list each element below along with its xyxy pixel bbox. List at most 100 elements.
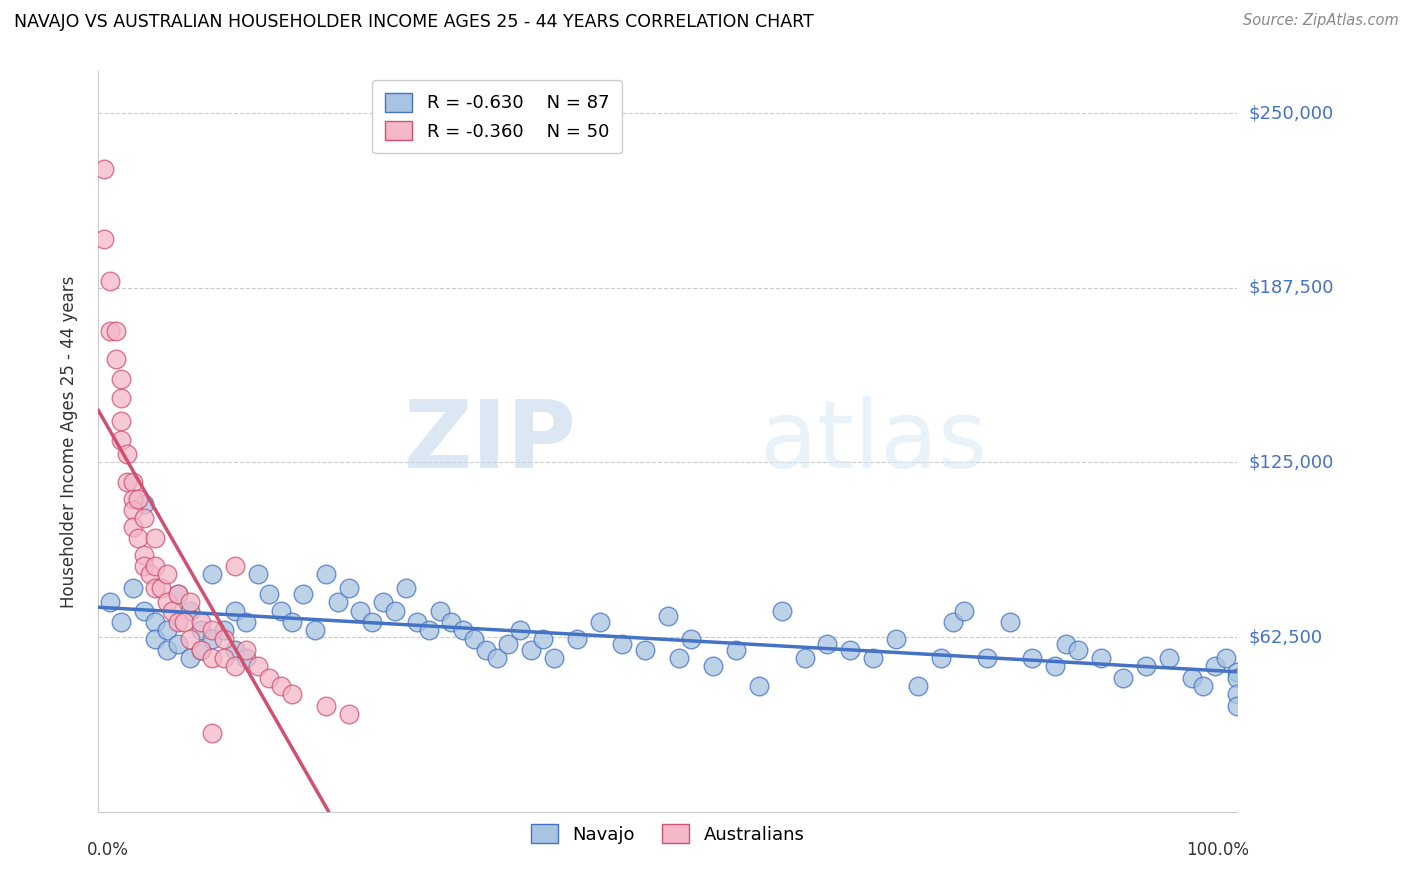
Point bbox=[190, 623, 212, 637]
Point bbox=[115, 447, 138, 461]
Point bbox=[1021, 651, 1043, 665]
Point bbox=[121, 491, 143, 506]
Point bbox=[839, 642, 862, 657]
Point bbox=[429, 603, 451, 617]
Point bbox=[127, 491, 149, 506]
Point bbox=[179, 632, 201, 646]
Point bbox=[201, 651, 224, 665]
Point bbox=[167, 637, 190, 651]
Point bbox=[121, 475, 143, 489]
Point bbox=[179, 651, 201, 665]
Point bbox=[1215, 651, 1237, 665]
Point bbox=[1226, 665, 1249, 679]
Point bbox=[190, 642, 212, 657]
Y-axis label: Householder Income Ages 25 - 44 years: Householder Income Ages 25 - 44 years bbox=[59, 276, 77, 607]
Point bbox=[451, 623, 474, 637]
Point bbox=[907, 679, 929, 693]
Point bbox=[531, 632, 554, 646]
Point bbox=[121, 503, 143, 517]
Point bbox=[1135, 659, 1157, 673]
Point bbox=[167, 587, 190, 601]
Text: atlas: atlas bbox=[759, 395, 987, 488]
Point bbox=[121, 581, 143, 595]
Point bbox=[474, 642, 496, 657]
Point bbox=[1043, 659, 1066, 673]
Point bbox=[679, 632, 702, 646]
Point bbox=[1067, 642, 1090, 657]
Point bbox=[588, 615, 610, 629]
Point bbox=[668, 651, 690, 665]
Point bbox=[1054, 637, 1078, 651]
Point bbox=[93, 232, 115, 246]
Point bbox=[235, 642, 257, 657]
Point bbox=[132, 603, 155, 617]
Point bbox=[93, 162, 115, 177]
Point bbox=[509, 623, 531, 637]
Point bbox=[190, 615, 212, 629]
Point bbox=[657, 609, 679, 624]
Point bbox=[486, 651, 509, 665]
Point bbox=[1204, 659, 1226, 673]
Point bbox=[110, 414, 132, 428]
Point bbox=[337, 581, 360, 595]
Point bbox=[371, 595, 394, 609]
Point bbox=[145, 558, 167, 573]
Point bbox=[1226, 671, 1249, 685]
Point bbox=[156, 567, 179, 582]
Point bbox=[156, 642, 179, 657]
Point bbox=[725, 642, 748, 657]
Text: Source: ZipAtlas.com: Source: ZipAtlas.com bbox=[1243, 13, 1399, 29]
Point bbox=[145, 615, 167, 629]
Point bbox=[270, 679, 292, 693]
Point bbox=[1192, 679, 1215, 693]
Point bbox=[201, 726, 224, 740]
Point bbox=[770, 603, 793, 617]
Point bbox=[201, 632, 224, 646]
Point bbox=[315, 698, 337, 713]
Point bbox=[224, 659, 246, 673]
Point bbox=[167, 587, 190, 601]
Text: 100.0%: 100.0% bbox=[1185, 841, 1249, 859]
Text: $250,000: $250,000 bbox=[1249, 104, 1334, 122]
Point bbox=[212, 632, 235, 646]
Point bbox=[259, 587, 281, 601]
Point bbox=[121, 520, 143, 534]
Point bbox=[498, 637, 520, 651]
Point bbox=[1181, 671, 1204, 685]
Point bbox=[145, 632, 167, 646]
Point bbox=[132, 548, 155, 562]
Point bbox=[612, 637, 634, 651]
Point bbox=[132, 511, 155, 525]
Point bbox=[127, 531, 149, 545]
Point bbox=[150, 581, 173, 595]
Point bbox=[337, 706, 360, 721]
Point bbox=[138, 567, 160, 582]
Point bbox=[360, 615, 382, 629]
Point bbox=[702, 659, 724, 673]
Point bbox=[132, 558, 155, 573]
Point bbox=[862, 651, 884, 665]
Text: $187,500: $187,500 bbox=[1249, 279, 1334, 297]
Point bbox=[304, 623, 326, 637]
Point bbox=[976, 651, 998, 665]
Point bbox=[224, 558, 246, 573]
Point bbox=[104, 324, 127, 338]
Point bbox=[145, 581, 167, 595]
Point bbox=[98, 274, 121, 288]
Point bbox=[326, 595, 349, 609]
Point bbox=[815, 637, 838, 651]
Point bbox=[1157, 651, 1180, 665]
Point bbox=[98, 595, 121, 609]
Point bbox=[748, 679, 770, 693]
Point bbox=[281, 687, 304, 701]
Point bbox=[953, 603, 976, 617]
Point bbox=[395, 581, 418, 595]
Point bbox=[110, 615, 132, 629]
Point bbox=[173, 615, 195, 629]
Point bbox=[1112, 671, 1135, 685]
Text: $62,500: $62,500 bbox=[1249, 628, 1323, 646]
Point bbox=[110, 433, 132, 447]
Point bbox=[543, 651, 565, 665]
Text: $125,000: $125,000 bbox=[1249, 453, 1334, 472]
Point bbox=[1226, 687, 1249, 701]
